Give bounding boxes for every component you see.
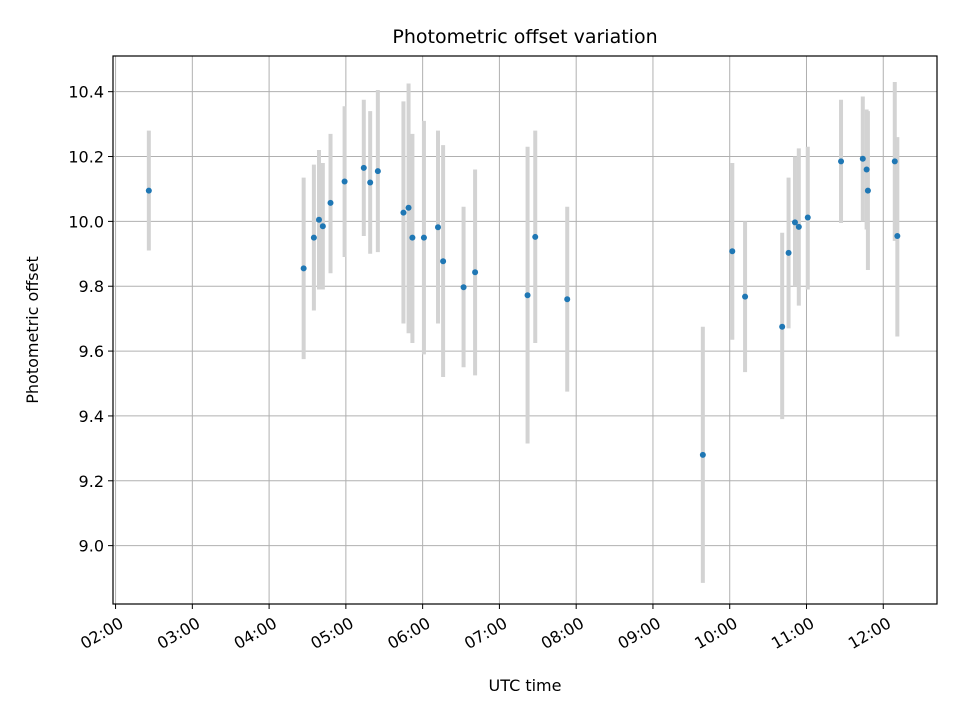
data-point [316, 216, 322, 223]
data-point [795, 223, 802, 230]
grid [113, 56, 937, 604]
data-point [729, 248, 736, 255]
chart-title: Photometric offset variation [392, 26, 657, 48]
data-point [779, 323, 786, 330]
data-point [472, 269, 479, 276]
data-point [791, 219, 798, 226]
y-tick-label: 9.0 [79, 537, 104, 556]
data-point [564, 296, 571, 303]
plot-area [113, 56, 937, 604]
data-point [891, 158, 898, 165]
data-point [341, 178, 348, 185]
data-point [434, 224, 441, 231]
y-axis-label: Photometric offset [23, 256, 42, 404]
data-point [400, 209, 407, 216]
data-point [864, 187, 871, 194]
data-point [374, 168, 381, 175]
data-points [145, 155, 901, 458]
data-point [409, 234, 416, 241]
plot-frame [112, 55, 938, 605]
data-point [785, 249, 792, 256]
data-point [310, 234, 317, 241]
y-tick-label: 10.4 [68, 83, 104, 102]
y-tick-label: 9.4 [79, 407, 104, 426]
data-point [524, 292, 531, 299]
data-point [894, 232, 901, 239]
x-axis-label: UTC time [489, 676, 562, 695]
data-point [367, 179, 374, 186]
data-point [360, 164, 367, 171]
data-point [420, 234, 427, 241]
data-point [145, 187, 152, 194]
y-tick-label: 9.6 [79, 342, 104, 361]
data-point [532, 233, 539, 240]
y-tick-label: 9.2 [79, 472, 104, 491]
y-tick-label: 9.8 [79, 277, 104, 296]
y-tick-label: 10.0 [68, 212, 104, 231]
data-point [440, 258, 447, 265]
data-point [327, 199, 334, 206]
data-point [319, 223, 326, 230]
data-point [863, 166, 870, 173]
data-point [742, 293, 749, 300]
data-point [460, 284, 467, 291]
data-point [405, 204, 412, 211]
data-point [699, 451, 706, 458]
data-point [804, 214, 811, 221]
data-point [838, 158, 845, 165]
data-point [859, 155, 866, 162]
y-tick-label: 10.2 [68, 148, 104, 167]
data-point [300, 265, 307, 272]
